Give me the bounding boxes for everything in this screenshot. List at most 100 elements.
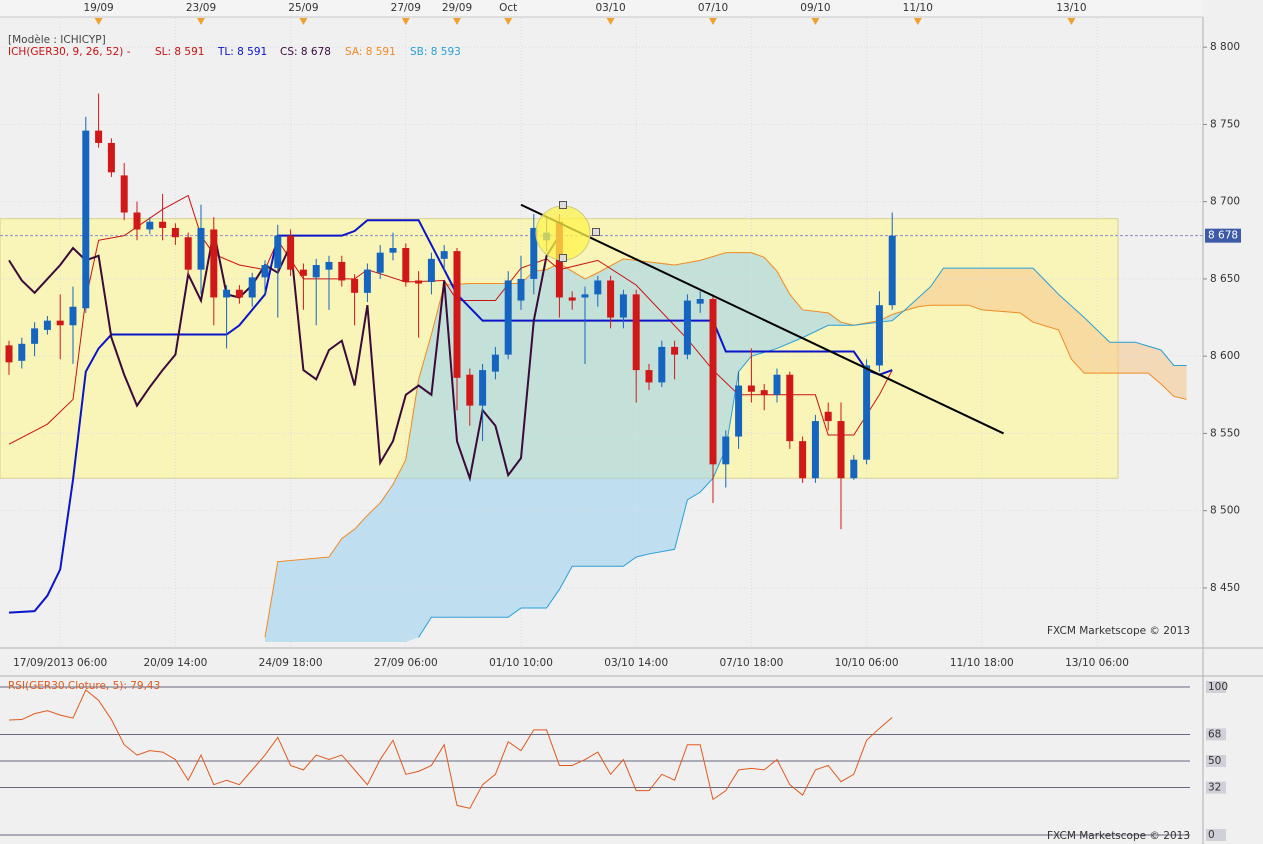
- top-tick-marker: [1067, 18, 1076, 25]
- top-tick-label: 27/09: [391, 2, 421, 14]
- x-tick-label: 13/10 06:00: [1065, 657, 1129, 669]
- cloud-fill: [930, 268, 944, 306]
- candle-body: [850, 459, 858, 479]
- candle-body: [43, 320, 51, 330]
- rsi-panel: 0 32 50 68 100 RSI(GER30.Cloture, 5): 79,43: [0, 680, 1228, 841]
- y-tick-label: 100: [1208, 681, 1228, 693]
- candle-body: [773, 374, 781, 395]
- candle-body: [875, 305, 883, 366]
- x-tick-label: 27/09 06:00: [374, 657, 438, 669]
- candle-body: [274, 235, 282, 269]
- cloud-fill: [482, 283, 496, 618]
- candle-body: [338, 261, 346, 281]
- legend-entry: SA: 8 591: [345, 46, 396, 58]
- candle-body: [31, 328, 39, 344]
- rsi-line: [8, 689, 893, 809]
- top-tick-label: 19/09: [83, 2, 113, 14]
- candle-body: [5, 345, 13, 363]
- last-price-label: 8 678: [1208, 230, 1238, 242]
- cloud-fill: [1148, 346, 1161, 384]
- indicator-label: ICH(GER30, 9, 26, 52) -: [8, 46, 131, 58]
- candle-body: [645, 370, 653, 383]
- candle-body: [491, 354, 499, 372]
- top-tick-marker: [453, 18, 461, 25]
- top-tick-label: 11/10: [903, 2, 933, 14]
- cloud-fill: [508, 283, 521, 618]
- drawing-handle: [559, 201, 567, 209]
- rsi-tick-box: [1206, 781, 1226, 794]
- candle-body: [69, 306, 77, 326]
- x-tick-label: 07/10 18:00: [719, 657, 783, 669]
- top-tick-label: 03/10: [595, 2, 625, 14]
- cloud-fill: [956, 268, 969, 306]
- y-tick-label: 8 800: [1210, 41, 1240, 53]
- candle-body: [351, 278, 359, 293]
- cloud-fill: [380, 484, 393, 642]
- candle-body: [18, 343, 26, 361]
- top-tick-marker: [709, 18, 717, 25]
- candle-body: [210, 229, 218, 298]
- candle-body: [56, 320, 64, 326]
- cloud-fill: [1109, 342, 1123, 374]
- drawing-handle: [592, 228, 600, 236]
- top-tick-marker: [401, 18, 410, 25]
- cloud-fill: [610, 258, 624, 567]
- top-tick-marker: [504, 18, 513, 25]
- candle-body: [709, 299, 717, 465]
- cloud-fill: [597, 265, 611, 567]
- candle-body: [837, 421, 845, 479]
- cloud-fill: [661, 263, 675, 552]
- cloud-fill: [341, 529, 355, 642]
- candle-body: [671, 346, 679, 355]
- watermark: FXCM Marketscope © 2013: [1047, 625, 1190, 637]
- candle-body: [530, 227, 538, 279]
- rsi-tick-box: [1206, 681, 1226, 693]
- candle-body: [223, 289, 231, 298]
- cloud-fill: [751, 252, 765, 357]
- cloud-fill: [1045, 281, 1059, 330]
- y-tick-label: 8 700: [1210, 196, 1240, 208]
- candle-body: [95, 130, 103, 143]
- rsi-title: RSI(GER30.Cloture, 5): 79,43: [8, 680, 160, 692]
- cloud-fill: [367, 502, 381, 642]
- cloud-fill: [1020, 268, 1033, 323]
- candle-body: [107, 142, 115, 173]
- top-tick-label: 09/10: [800, 2, 830, 14]
- y-tick-label: 0: [1208, 829, 1215, 841]
- cloud-fill: [418, 334, 432, 638]
- candle-body: [619, 294, 627, 318]
- cloud-fill: [943, 268, 957, 306]
- x-tick-label: 01/10 10:00: [489, 657, 553, 669]
- candle-body: [696, 299, 704, 304]
- candle-body: [479, 370, 487, 406]
- x-tick-label: 11/10 18:00: [950, 657, 1014, 669]
- cloud-fill: [802, 309, 816, 338]
- cloud-fill: [290, 559, 304, 642]
- candle-body: [735, 385, 743, 437]
- candle-body: [376, 252, 384, 273]
- cloud-fill: [572, 271, 585, 567]
- cloud-fill: [546, 263, 560, 609]
- highlight-circle: [535, 205, 591, 261]
- candle-body: [427, 258, 435, 283]
- top-axis-strip: [0, 0, 1203, 17]
- cloud-fill: [1173, 365, 1187, 400]
- candle-body: [760, 390, 768, 395]
- candle-body: [568, 297, 576, 301]
- top-tick-marker: [299, 18, 308, 25]
- cloud-fill: [277, 560, 291, 642]
- y-tick-label: 8 500: [1210, 505, 1240, 517]
- cloud-fill: [585, 272, 598, 567]
- cloud-fill: [1007, 268, 1021, 313]
- x-tick-label: 20/09 14:00: [143, 657, 207, 669]
- candle-body: [683, 300, 691, 355]
- last-price-box: [1205, 228, 1241, 243]
- cloud-fill: [994, 268, 1008, 312]
- cloud-fill: [1135, 342, 1149, 374]
- y-tick-label: 32: [1208, 782, 1221, 794]
- x-tick-label: 03/10 14:00: [604, 657, 668, 669]
- legend-entry: CS: 8 678: [280, 46, 331, 58]
- top-tick-label: 29/09: [442, 2, 472, 14]
- indicator-line: [8, 219, 893, 614]
